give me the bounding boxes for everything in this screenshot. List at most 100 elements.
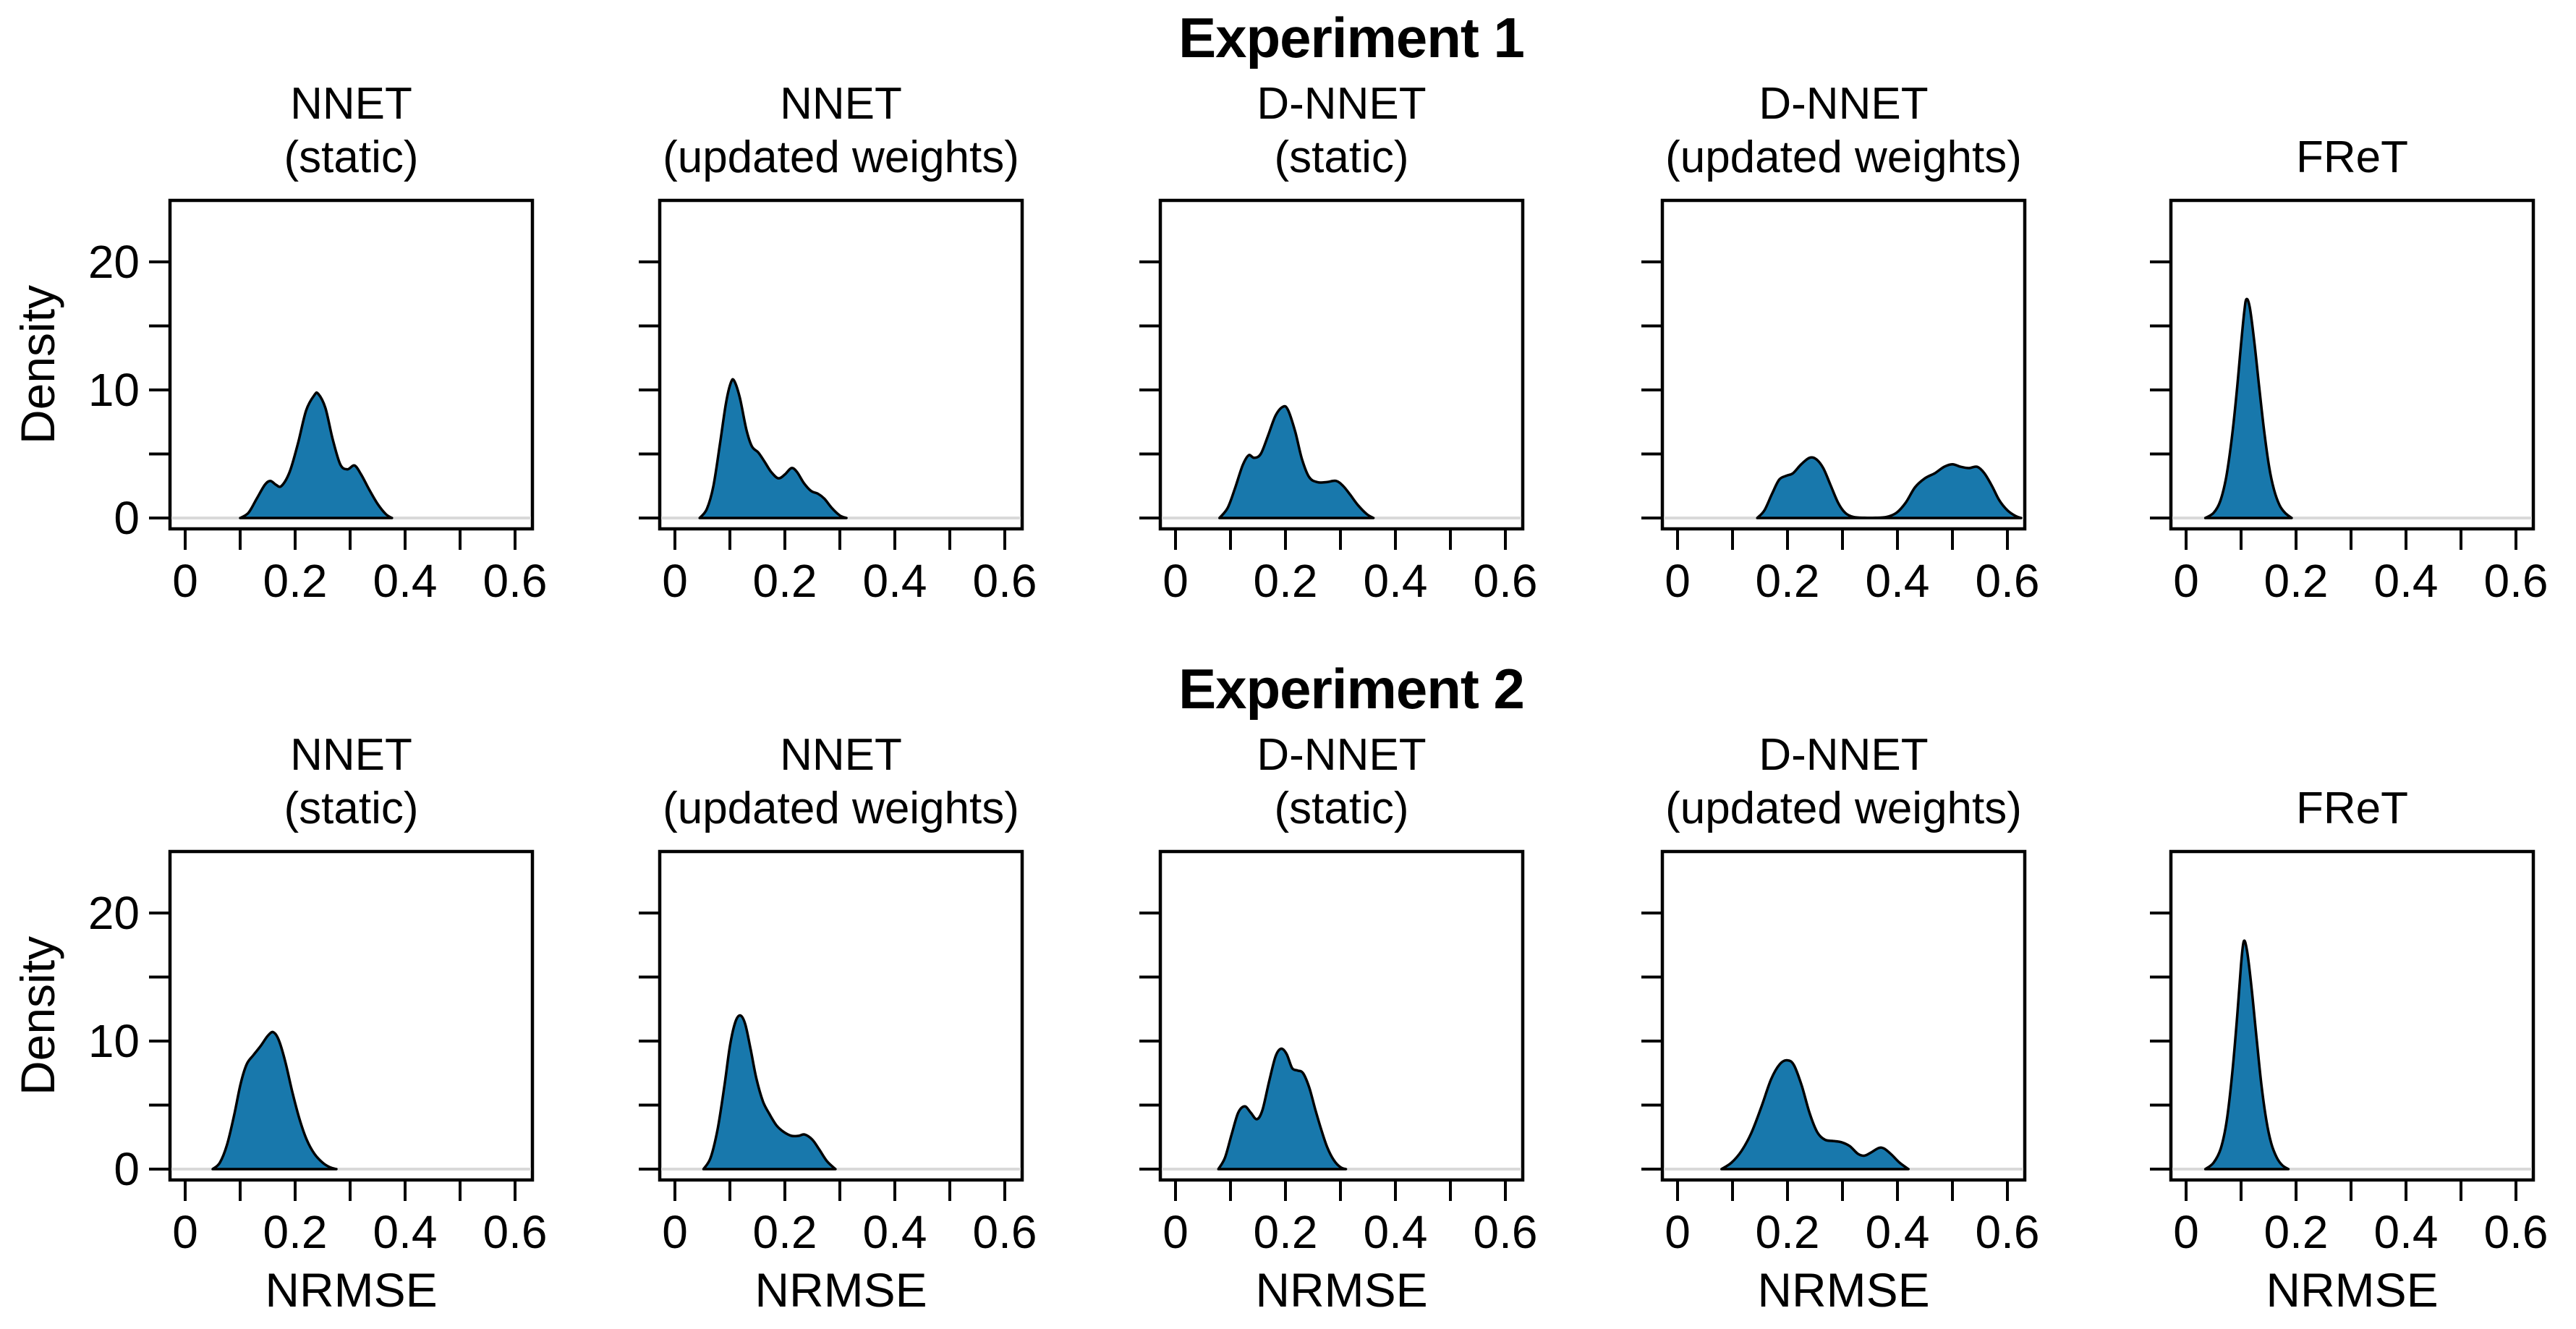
- density-curve: [702, 1014, 837, 1171]
- density-plot-svg: 0 0.2 0.4 0.6 0 10 20: [88, 849, 547, 1258]
- y-tick-label: 20: [88, 236, 140, 288]
- x-tick-label: 0.4: [1364, 555, 1428, 607]
- x-tick-label: 0.4: [1364, 1206, 1428, 1258]
- density-plot-svg: 0 0.2 0.4 0.6: [1139, 198, 1537, 607]
- panel-title: D-NNET (updated weights): [1598, 75, 2090, 184]
- y-tick-label: 10: [88, 1015, 140, 1067]
- x-tick-label: 0.2: [2264, 555, 2329, 607]
- x-axis-label: NRMSE: [265, 1263, 438, 1317]
- plot-border: [1158, 198, 1525, 531]
- x-tick-label: 0: [172, 1206, 198, 1258]
- x-tick-label: 0.6: [483, 1206, 548, 1258]
- panel-title-line: (updated weights): [663, 132, 1019, 182]
- panel-title: NNET (updated weights): [595, 75, 1087, 184]
- plot-border: [1158, 849, 1525, 1182]
- x-tick-label: 0.2: [1756, 555, 1820, 607]
- x-tick-label: 0: [662, 1206, 688, 1258]
- x-tick-label: 0.2: [753, 555, 817, 607]
- x-tick-label: 0: [1162, 555, 1189, 607]
- x-tick-label: 0.2: [2264, 1206, 2329, 1258]
- panel-title-line: FReT: [2296, 132, 2408, 182]
- x-tick-label: 0.2: [1756, 1206, 1820, 1258]
- panel-title-line: (static): [284, 132, 419, 182]
- x-tick-label: 0: [172, 555, 198, 607]
- x-tick-label: 0.4: [373, 555, 438, 607]
- x-tick-label: 0.6: [1976, 555, 2040, 607]
- panel-title: NNET (updated weights): [595, 726, 1087, 836]
- panel-title-line: NNET: [780, 79, 902, 129]
- plot-border: [1660, 849, 2027, 1182]
- x-tick-label: 0.2: [1254, 555, 1318, 607]
- panel-title-line: (static): [284, 784, 419, 833]
- density-plot-svg: 0 0.2 0.4 0.6: [639, 849, 1037, 1258]
- panel-title-line: FReT: [2296, 784, 2408, 833]
- y-tick-label: 0: [114, 492, 140, 544]
- x-axis-label: NRMSE: [1255, 1263, 1428, 1317]
- y-tick-label: 20: [88, 887, 140, 939]
- density-plot-svg: 0 0.2 0.4 0.6: [639, 198, 1037, 607]
- panel-title-line: D-NNET: [1257, 730, 1427, 780]
- x-tick-label: 0.6: [2484, 1206, 2549, 1258]
- x-tick-label: 0: [662, 555, 688, 607]
- panel-title: NNET (static): [106, 75, 598, 184]
- x-tick-label: 0.6: [973, 1206, 1037, 1258]
- x-tick-label: 0.2: [263, 555, 328, 607]
- x-tick-label: 0.6: [1474, 555, 1538, 607]
- density-plot-svg: 0 0.2 0.4 0.6: [1641, 849, 2039, 1258]
- density-curve: [239, 391, 394, 519]
- x-tick-label: 0.2: [753, 1206, 817, 1258]
- panel-title-line: (updated weights): [1665, 132, 2022, 182]
- experiment-1-title: Experiment 1: [1178, 6, 1525, 69]
- density-plot-svg: 0 0.2 0.4 0.6: [1641, 198, 2039, 607]
- density-plot-svg: 0 0.2 0.4 0.6 0 10 20: [88, 198, 547, 607]
- panel-title: FReT: [2107, 75, 2576, 184]
- panel-title-line: (updated weights): [1665, 784, 2022, 833]
- panel-title-line: D-NNET: [1759, 79, 1929, 129]
- y-tick-label: 10: [88, 364, 140, 416]
- density-curve: [1217, 1047, 1348, 1171]
- panel-title-line: NNET: [290, 730, 412, 780]
- x-axis-label: NRMSE: [754, 1263, 927, 1317]
- x-tick-label: 0: [2173, 555, 2199, 607]
- x-tick-label: 0: [1162, 1206, 1189, 1258]
- panel-title: D-NNET (static): [1096, 726, 1588, 836]
- x-tick-label: 0.4: [373, 1206, 438, 1258]
- panel-title-line: NNET: [290, 79, 412, 129]
- x-tick-label: 0.2: [263, 1206, 328, 1258]
- x-tick-label: 0.6: [1976, 1206, 2040, 1258]
- density-curve: [1218, 404, 1375, 519]
- y-axis-label-row1: Density: [11, 284, 64, 445]
- panel-title: NNET (static): [106, 726, 598, 836]
- panel-title-line: (updated weights): [663, 784, 1019, 833]
- y-axis-label-row2: Density: [11, 935, 64, 1096]
- y-tick-label: 0: [114, 1143, 140, 1195]
- experiment-2-title: Experiment 2: [1178, 657, 1525, 721]
- x-tick-label: 0.6: [1474, 1206, 1538, 1258]
- x-tick-label: 0.4: [1866, 1206, 1930, 1258]
- x-tick-label: 0.4: [2374, 1206, 2439, 1258]
- panel-title: D-NNET (updated weights): [1598, 726, 2090, 836]
- x-tick-label: 0.6: [483, 555, 548, 607]
- density-curve: [2203, 297, 2293, 519]
- x-tick-label: 0: [2173, 1206, 2199, 1258]
- panel-title: D-NNET (static): [1096, 75, 1588, 184]
- x-tick-label: 0: [1665, 555, 1691, 607]
- x-tick-label: 0.4: [1866, 555, 1930, 607]
- x-tick-label: 0: [1665, 1206, 1691, 1258]
- panel-title-line: (static): [1274, 132, 1409, 182]
- plot-border: [168, 849, 535, 1182]
- density-plot-svg: 0 0.2 0.4 0.6: [2150, 198, 2548, 607]
- panel-title-line: (static): [1274, 784, 1409, 833]
- x-tick-label: 0.4: [863, 555, 927, 607]
- x-tick-label: 0.6: [2484, 555, 2549, 607]
- density-curve: [211, 1030, 338, 1171]
- panel-title-line: NNET: [780, 730, 902, 780]
- density-curve: [2203, 939, 2290, 1171]
- plot-border: [658, 849, 1024, 1182]
- x-axis-label: NRMSE: [1757, 1263, 1930, 1317]
- panel-title: FReT: [2107, 726, 2576, 836]
- panel-title-line: D-NNET: [1759, 730, 1929, 780]
- x-tick-label: 0.2: [1254, 1206, 1318, 1258]
- density-curve: [1756, 456, 2023, 519]
